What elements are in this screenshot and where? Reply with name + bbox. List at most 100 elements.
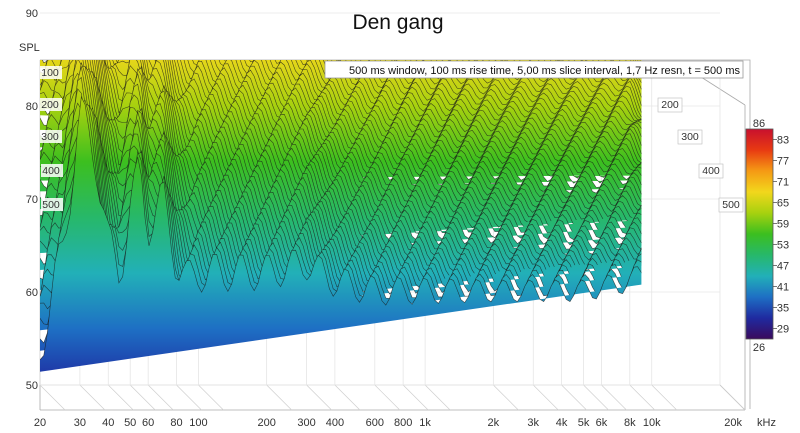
- y-tick-label: 60: [26, 287, 38, 299]
- slice-line: [40, 60, 642, 152]
- slice-band: [40, 0, 641, 50]
- slice-time-label-left: 500: [42, 199, 60, 211]
- colorbar: 86 26 83 77 71 65 59 53 47 41 35 29: [745, 118, 789, 354]
- colorbar-tick-label: 29: [777, 324, 789, 336]
- slice-line: [40, 60, 642, 98]
- slice-line: [40, 0, 641, 43]
- slice-band: [40, 0, 641, 43]
- slice-line: [40, 60, 642, 121]
- slice-time-label-left: 200: [41, 99, 59, 111]
- x-tick-label: 400: [326, 417, 344, 429]
- slice-band: [40, 0, 641, 44]
- y-tick-label: 80: [26, 101, 38, 113]
- info-text: 500 ms window, 100 ms rise time, 5,00 ms…: [349, 65, 740, 77]
- x-tick-label: 40: [102, 417, 114, 429]
- x-tick-label: 50: [124, 417, 136, 429]
- y-tick-label: 70: [26, 194, 38, 206]
- x-tick-label: 4k: [556, 417, 568, 429]
- x-tick-label: 80: [170, 417, 182, 429]
- slice-band: [40, 97, 642, 372]
- slice-band: [40, 0, 641, 29]
- info-box: 500 ms window, 100 ms rise time, 5,00 ms…: [324, 60, 744, 79]
- colorbar-max-label: 86: [753, 118, 765, 130]
- slice-line: [40, 0, 641, 23]
- x-axis-unit: kHz: [757, 417, 776, 429]
- x-tick-label: 2k: [488, 417, 500, 429]
- x-tick-label: 3k: [527, 417, 539, 429]
- slice-band: [40, 0, 641, 40]
- slice-time-label-left: 400: [42, 165, 60, 177]
- x-tick-label: 5k: [578, 417, 590, 429]
- waterfall-surface: [40, 0, 642, 372]
- x-tick-label: 100: [189, 417, 207, 429]
- y-tick-label: 50: [26, 380, 38, 392]
- slice-line: [40, 60, 642, 231]
- slice-band: [40, 0, 641, 5]
- x-tick-label: 800: [394, 417, 412, 429]
- x-tick-label: 600: [366, 417, 384, 429]
- y-tick-label: 90: [26, 8, 38, 20]
- slice-line: [40, 60, 642, 164]
- x-tick-label: 60: [142, 417, 154, 429]
- x-axis-ticks: 20 30 40 50 60 80 100 200 300 400 600 800 1k 2k 3k 4k 5k…: [34, 417, 743, 429]
- slice-band: [40, 0, 641, 1]
- colorbar-tick-label: 77: [777, 156, 789, 168]
- slice-line: [40, 0, 641, 17]
- x-tick-label: 20k: [724, 417, 742, 429]
- colorbar-tick-label: 35: [777, 303, 789, 315]
- colorbar-tick-label: 47: [777, 261, 789, 273]
- colorbar-min-label: 26: [753, 342, 765, 354]
- y-axis-label: SPL: [19, 42, 40, 54]
- chart-title: Den gang: [352, 11, 443, 34]
- slice-line: [40, 95, 642, 360]
- slice-band: [40, 0, 641, 3]
- slice-time-labels: 100 200 300 400 500 200 300 400 500: [40, 66, 744, 213]
- colorbar-tick-label: 53: [777, 240, 789, 252]
- slice-band: [40, 0, 641, 55]
- slice-time-label-right: 300: [681, 131, 699, 143]
- slice-line: [40, 0, 641, 33]
- slice-line: [40, 0, 641, 32]
- x-tick-label: 8k: [624, 417, 636, 429]
- x-tick-label: 6k: [596, 417, 608, 429]
- slice-line: [40, 0, 641, 28]
- x-tick-label: 30: [74, 417, 86, 429]
- slice-line: [40, 66, 642, 310]
- slice-band: [623, 60, 642, 62]
- x-tick-label: 200: [257, 417, 275, 429]
- slice-line: [40, 60, 642, 106]
- slice-line: [639, 60, 642, 65]
- slice-time-label-right: 200: [661, 99, 679, 111]
- slice-line: [40, 0, 641, 50]
- slice-band: [40, 0, 641, 9]
- slice-line: [40, 0, 641, 57]
- colorbar-tick-label: 59: [777, 219, 789, 231]
- slice-time-label-right: 400: [702, 165, 720, 177]
- slice-line: [40, 0, 641, 38]
- slice-time-label-left: 100: [41, 67, 59, 79]
- slice-line: [40, 0, 641, 31]
- slice-line: [40, 0, 641, 3]
- slice-band: [529, 60, 642, 70]
- slice-time-label-left: 300: [41, 131, 59, 143]
- colorbar-tick-label: 83: [777, 135, 789, 147]
- colorbar-tick-label: 41: [777, 282, 789, 294]
- slice-band: [40, 0, 641, 22]
- slice-band: [40, 0, 641, 35]
- x-tick-label: 20: [34, 417, 46, 429]
- colorbar-tick-label: 65: [777, 198, 789, 210]
- x-tick-label: 300: [297, 417, 315, 429]
- x-tick-label: 10k: [643, 417, 661, 429]
- slice-line: [40, 60, 642, 122]
- slice-line: [40, 60, 642, 123]
- slice-band: [40, 0, 641, 46]
- slice-line: [40, 0, 641, 10]
- slice-line: [40, 0, 641, 34]
- slice-band: [40, 0, 641, 45]
- x-tick-label: 1k: [419, 417, 431, 429]
- slice-band: [40, 111, 642, 310]
- slice-band: [40, 73, 642, 243]
- colorbar-tick-label: 71: [777, 177, 789, 189]
- y-axis-ticks: 5060708090100110: [26, 8, 38, 392]
